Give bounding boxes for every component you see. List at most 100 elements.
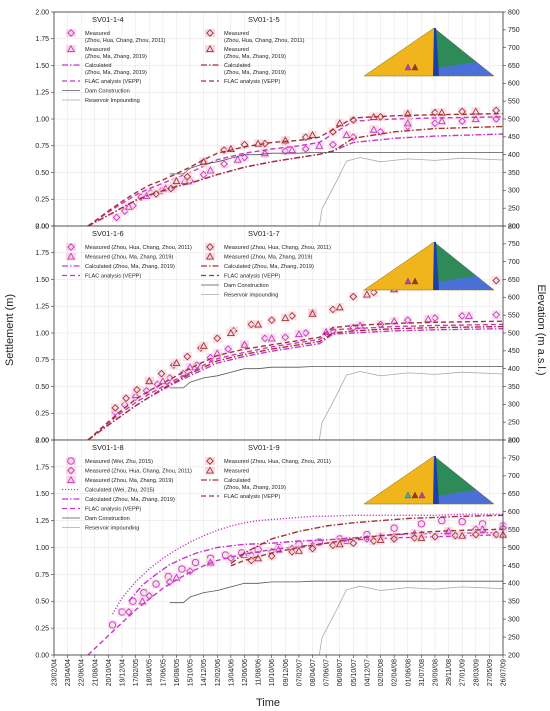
x-tick-label: 14/12/05 [201,659,208,686]
point-halo [294,329,304,339]
legend-marker [67,475,75,484]
point-halo [110,403,120,413]
point-halo [348,292,358,302]
data-point [178,565,186,573]
legend-left-3-label-7: Reservoir impounding [85,526,139,532]
data-point [133,385,141,394]
legend-right-2-label-4: Dam Construction [224,283,269,289]
left-tick-label: 1.75 [35,250,49,257]
point-halo [410,533,420,543]
point-halo [369,112,379,122]
data-point [294,329,303,338]
left-tick-label: 0.25 [35,626,49,633]
point-halo [301,144,311,154]
data-point [431,108,439,117]
point-halo [226,144,236,154]
data-point [254,554,263,562]
left-tick-label: 1.50 [35,277,49,284]
series-2-3 [87,323,504,441]
series-line [169,366,503,389]
legend-right-1-sublabel-0: (Zhou, Hua, Chang, Zhou, 2011) [224,38,305,44]
point-halo [152,379,162,389]
point-halo [430,532,440,542]
right-tick-label: 550 [508,527,520,534]
legend-left-2-label-1: Measured (Zhou, Ma, Zhang, 2019) [85,255,173,261]
left-tick-label: 0.25 [35,197,49,204]
point-halo [301,328,311,338]
panels-layer: 2.00 1.75 1.50 1.25 1.00 0.75 0.50 0.25 0.00 800 7… [35,9,519,686]
x-tick-label: 28/11/08 [446,659,453,686]
legend-left-3-label-4: Calculated (Zhou, Ma, Zhang, 2019) [85,497,175,503]
point-halo [471,107,481,117]
legend-marker [67,466,75,475]
data-point [417,533,426,541]
data-point [390,524,398,532]
right-tick-label: 350 [508,599,520,606]
data-point [403,316,412,324]
legend-left-3-label-0: Measured (Wei, Zhu, 2015) [85,459,153,465]
data-point [206,166,215,174]
point-halo [267,315,277,325]
point-halo [423,314,433,324]
x-tick-labels: 23/02/04 23/04/04 22/06/04 21/08/04 20/10/04… [52,655,508,686]
point-halo [124,607,134,617]
legend-right-1-label-1: Measured [224,47,249,53]
data-point [267,316,276,324]
panel-2: 2.00 1.75 1.50 1.25 1.00 0.75 0.50 0.25 0.00 800 7… [35,223,519,444]
series-3-10 [169,580,503,604]
legend-right-2-label-3: FLAC analysis (VEPP) [224,274,280,280]
point-halo [355,321,365,331]
monitoring-point-icon [404,491,412,499]
point-halo [199,170,209,180]
left-tick-label: 0.75 [35,357,49,364]
point-halo [205,353,215,363]
monitoring-point-icon [411,277,419,285]
point-halo [253,553,263,563]
x-tick-label: 09/12/06 [283,659,290,686]
data-point [220,160,228,168]
data-point [267,552,276,560]
legend-right-3-label-0: Measured (Zhou, Hua, Chang, Zhou, 2011) [224,459,331,465]
point-halo [139,588,149,598]
data-point [186,567,194,575]
right-tick-label: 450 [508,134,520,141]
x-tick-label: 28/03/09 [473,659,480,686]
point-halo [348,132,358,142]
data-point [233,155,242,163]
point-halo [457,116,467,126]
point-halo [403,315,413,325]
point-halo [471,524,481,534]
legend-marker [67,457,75,465]
point-halo [437,108,447,118]
right-tick-label: 800 [508,9,520,16]
panel-3: 2.00 1.75 1.50 1.25 1.00 0.75 0.50 0.25 0.00 800 7… [35,437,519,659]
data-point [478,525,487,533]
point-halo [267,333,277,343]
point-halo [246,550,256,560]
left-tick-label: 2.00 [35,223,49,230]
point-halo [430,313,440,323]
data-point [281,313,290,322]
data-point [172,358,181,366]
right-tick-label: 300 [508,402,520,409]
data-point [240,153,249,162]
left-tick-label: 1.25 [35,90,49,97]
right-tick-label: 500 [508,116,520,123]
legend-left-1-label-0: Measured [85,31,110,37]
data-point [431,119,439,128]
right-tick-label: 450 [508,563,520,570]
point-halo [471,114,481,124]
monitoring-point-icon [411,63,419,71]
data-point [142,191,151,200]
point-halo [165,577,175,587]
left-tick-label: 1.00 [35,330,49,337]
panel-left-title: SV01-1-4 [92,15,124,24]
point-halo [348,538,358,548]
data-point [335,303,344,311]
data-point [465,311,473,319]
point-halo [260,333,270,343]
legend-left-1-sublabel-1: (Zhou, Ma, Zhang, 2019) [85,54,147,60]
point-halo [376,535,386,545]
point-halo [348,115,358,125]
